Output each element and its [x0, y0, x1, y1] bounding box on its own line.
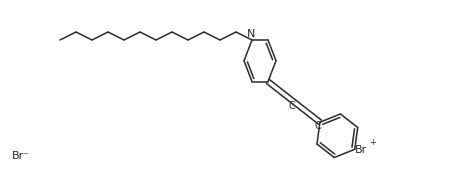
Text: Br: Br — [354, 145, 367, 155]
Text: N: N — [247, 29, 255, 39]
Text: C: C — [289, 101, 295, 111]
Text: C: C — [315, 121, 321, 131]
Text: Br⁻: Br⁻ — [12, 151, 30, 161]
Text: +: + — [369, 138, 376, 147]
